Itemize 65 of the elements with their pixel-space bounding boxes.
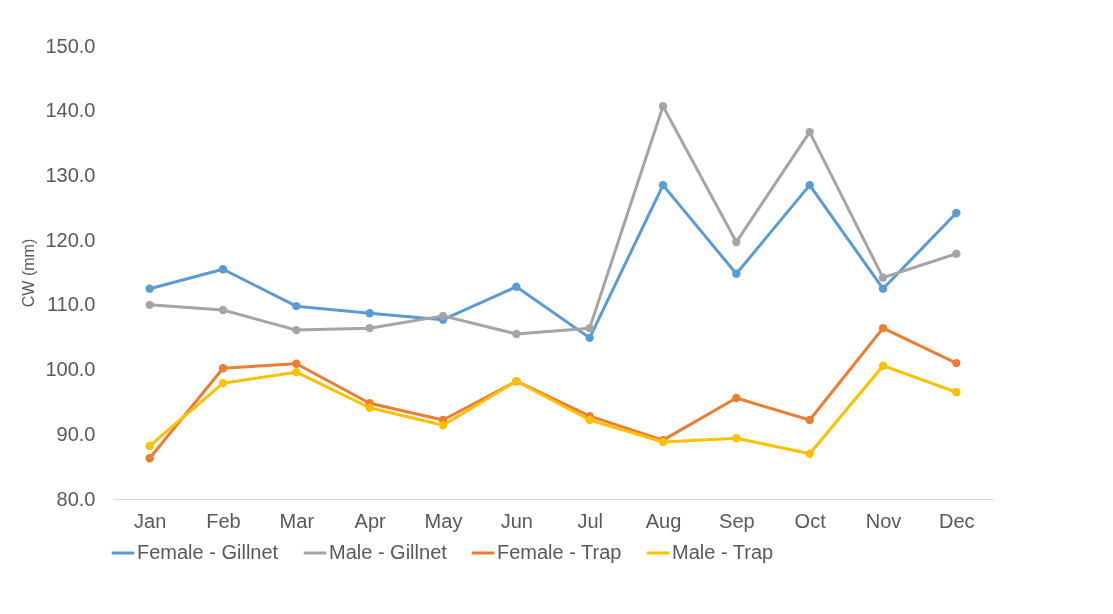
y-axis-title: CW (mm): [20, 238, 38, 308]
point: [365, 403, 374, 412]
y-tick-label: 150.0: [45, 34, 96, 57]
x-tick-label: Oct: [794, 509, 827, 532]
point: [365, 309, 374, 318]
legend-label: Female - Gillnet: [137, 541, 279, 563]
point: [292, 301, 301, 311]
y-tick-label: 140.0: [45, 99, 96, 122]
point: [585, 415, 594, 425]
x-tick-label: Apr: [354, 509, 387, 532]
point: [218, 305, 228, 315]
point: [878, 323, 888, 333]
legend-label: Female - Trap: [497, 541, 622, 563]
point: [292, 359, 301, 368]
x-tick-label: Jan: [134, 509, 167, 532]
y-tick-label: 90.0: [56, 422, 96, 445]
point: [292, 325, 301, 335]
point: [732, 237, 741, 247]
point: [585, 323, 594, 333]
x-tick-label: Jul: [577, 509, 603, 532]
point: [658, 102, 668, 111]
y-tick-label: 80.0: [56, 487, 96, 510]
point: [512, 329, 521, 339]
y-tick-label: 130.0: [45, 163, 96, 186]
point: [878, 273, 888, 282]
point: [952, 208, 961, 218]
point: [732, 269, 741, 278]
legend-label: Male - Gillnet: [329, 541, 448, 563]
point: [805, 127, 814, 137]
point: [658, 180, 668, 190]
x-tick-label: Sep: [719, 509, 755, 532]
point: [218, 378, 228, 388]
x-tick-label: Mar: [279, 509, 315, 532]
point: [145, 441, 154, 451]
point: [878, 284, 888, 293]
point: [952, 388, 961, 397]
x-tick-label: Dec: [939, 509, 975, 532]
x-tick-label: Nov: [865, 509, 902, 532]
point: [585, 333, 594, 343]
point: [805, 415, 814, 425]
point: [292, 367, 301, 377]
point: [218, 364, 228, 373]
point: [878, 361, 888, 370]
y-tick-label: 110.0: [46, 293, 96, 316]
x-tick-label: Feb: [206, 509, 241, 532]
point: [365, 323, 374, 333]
point: [732, 393, 741, 403]
point: [952, 358, 961, 368]
legend-label: Male - Trap: [672, 541, 774, 563]
y-tick-label: 100.0: [45, 358, 96, 381]
point: [805, 180, 814, 190]
point: [438, 311, 448, 321]
x-tick-label: Jun: [500, 509, 533, 532]
point: [805, 449, 814, 458]
point: [145, 300, 154, 310]
x-tick-label: May: [424, 509, 463, 532]
point: [952, 249, 961, 258]
point: [512, 282, 521, 291]
point: [732, 433, 741, 443]
point: [438, 421, 448, 430]
x-tick-label: Aug: [645, 509, 682, 532]
point: [145, 454, 154, 463]
point: [145, 284, 154, 293]
point: [218, 265, 228, 274]
y-tick-label: 120.0: [45, 228, 96, 251]
